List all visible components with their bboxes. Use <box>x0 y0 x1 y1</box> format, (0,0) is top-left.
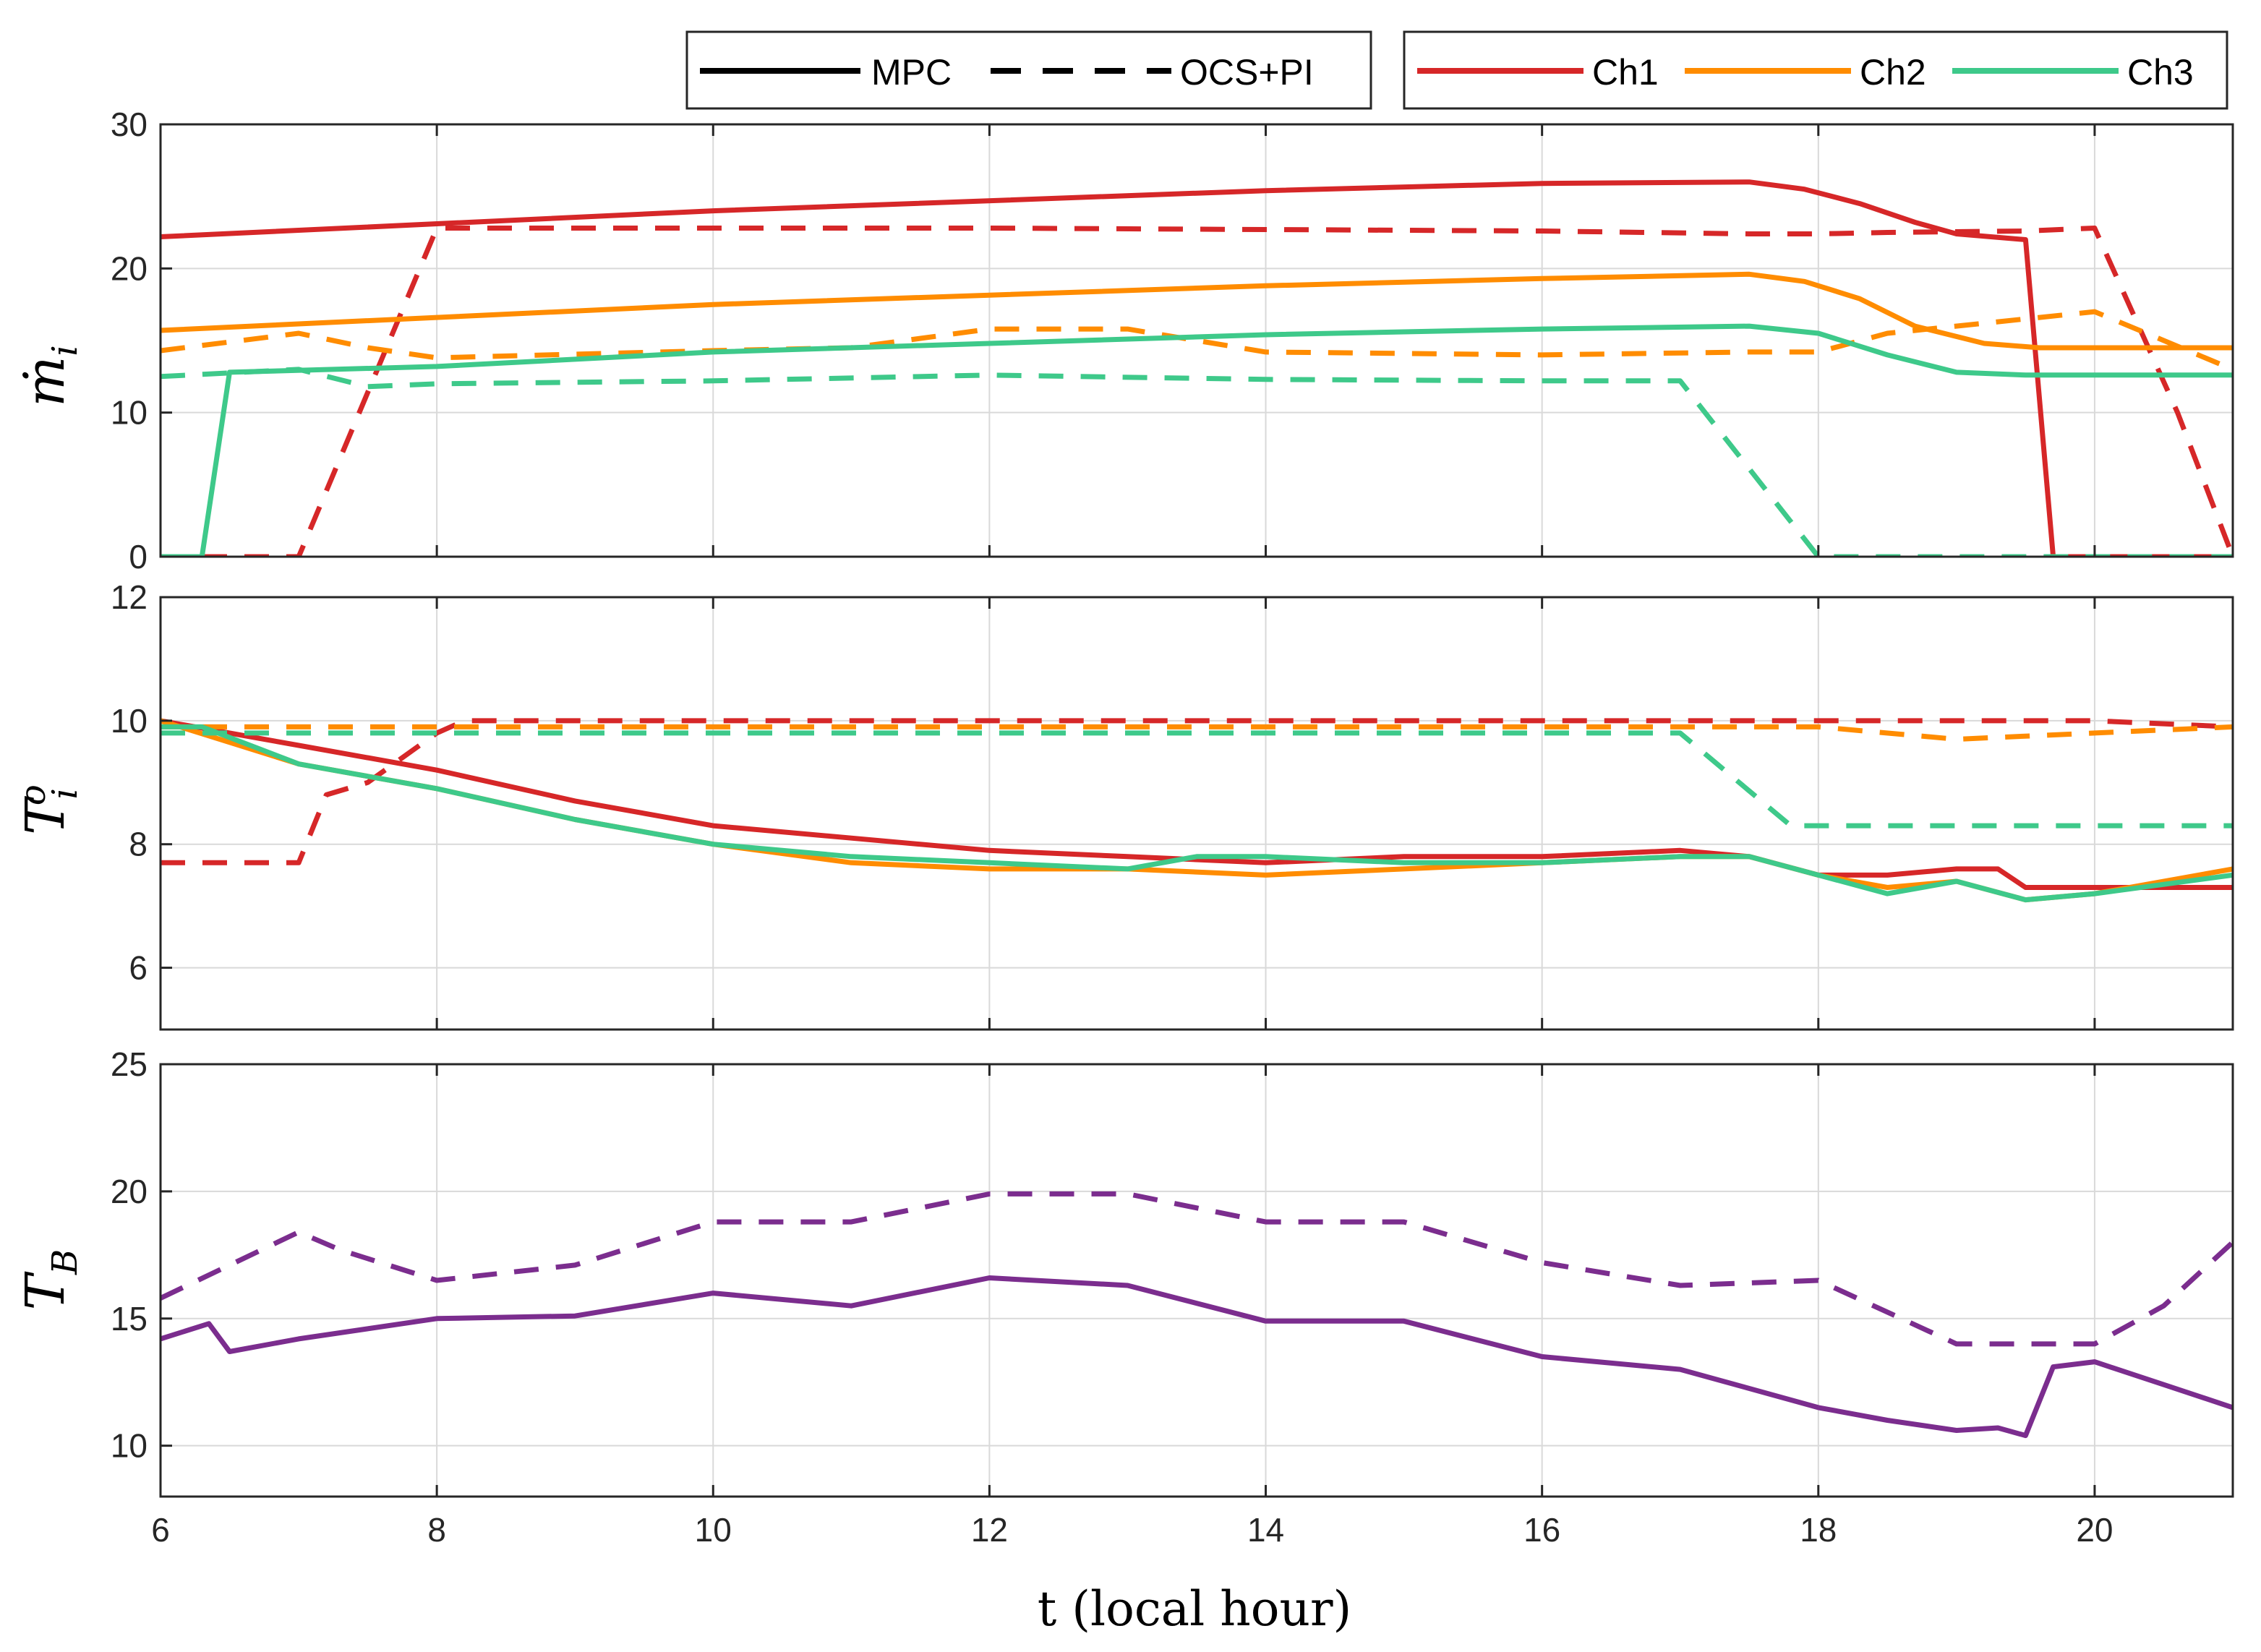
ylabel-building-temp: TB <box>14 1249 85 1311</box>
series-ch2-ocs-pi <box>161 309 2233 372</box>
y-tick-label: 10 <box>111 1427 148 1465</box>
axes-frame <box>159 1063 2234 1498</box>
x-axis-label: t (local hour) <box>1038 1581 1352 1637</box>
y-tick-label: 10 <box>111 702 148 740</box>
series-group <box>161 718 2233 903</box>
subplot-outlet-temp: 6 8 10 12 <box>111 578 2234 1031</box>
legend-label-mpc: MPC <box>871 52 952 93</box>
plot-area <box>161 1064 2233 1497</box>
axes-frame <box>159 123 2234 558</box>
x-tick-label: 12 <box>971 1511 1008 1549</box>
y-tick-label: 10 <box>111 394 148 432</box>
series-ch3-ocs-pi <box>161 367 2233 557</box>
plot-area <box>161 124 2233 557</box>
x-tick-label: 14 <box>1247 1511 1284 1549</box>
ylabel-building-sub: B <box>45 1249 85 1275</box>
y-tick-label: 25 <box>111 1045 148 1083</box>
series-ch1-mpc <box>161 718 2233 890</box>
subplot-panels: 0 10 20 30 6 8 10 12 10 15 20 25 6 8 10 12 14 16 18 20 <box>111 106 2234 1549</box>
ylabel-outlet-main: T <box>14 796 77 835</box>
x-tick-label: 6 <box>151 1511 170 1549</box>
series-group <box>161 179 2233 557</box>
x-tick-label: 10 <box>695 1511 732 1549</box>
series-ocs-pi <box>161 1191 2233 1347</box>
series-ch3-ocs-pi <box>161 730 2233 829</box>
subplot-building-temp: 10 15 20 25 6 8 10 12 14 16 18 20 <box>111 1045 2234 1549</box>
y-tick-label: 6 <box>129 949 148 987</box>
y-tick-label: 0 <box>129 538 148 575</box>
x-tick-label: 18 <box>1800 1511 1837 1549</box>
plot-area <box>161 597 2233 1030</box>
x-tick-label: 8 <box>427 1511 446 1549</box>
y-tick-label: 12 <box>111 578 148 616</box>
svg-text:ṁi: ṁi <box>14 345 85 407</box>
series-ch2-mpc <box>161 271 2233 351</box>
legend-styles: MPC OCS+PI <box>685 30 1372 110</box>
ylabel-flow-main: ṁ <box>14 356 77 407</box>
y-tick-label: 15 <box>111 1300 148 1338</box>
ylabel-outlet-sup: o <box>13 784 54 805</box>
series-mpc <box>161 1275 2233 1439</box>
series-ch1-mpc <box>161 179 2233 557</box>
series-ch1-ocs-pi <box>161 718 2233 865</box>
y-tick-label: 8 <box>129 826 148 863</box>
y-tick-label: 20 <box>111 249 148 287</box>
legend-label-ch3: Ch3 <box>2127 52 2194 93</box>
svg-text:Tio: Tio <box>13 784 85 835</box>
axes-frame <box>159 596 2234 1031</box>
legend-channels: Ch1 Ch2 Ch3 <box>1403 30 2228 110</box>
y-tick-label: 30 <box>111 106 148 143</box>
y-tick-label: 20 <box>111 1173 148 1210</box>
ylabel-outlet-temp: Tio <box>13 784 85 835</box>
x-tick-label: 16 <box>1523 1511 1560 1549</box>
svg-text:TB: TB <box>14 1249 85 1311</box>
subplot-flow: 0 10 20 30 <box>111 106 2234 575</box>
legend-label-ch1: Ch1 <box>1592 52 1659 93</box>
ylabel-flow-sub: i <box>45 345 85 356</box>
series-ch3-mpc <box>161 724 2233 903</box>
x-tick-label: 20 <box>2076 1511 2113 1549</box>
ylabel-building-main: T <box>14 1271 77 1310</box>
legend-label-ch2: Ch2 <box>1860 52 1926 93</box>
series-ch1-ocs-pi <box>161 226 2233 557</box>
ylabel-outlet-sub: i <box>45 788 85 799</box>
series-group <box>161 1191 2233 1439</box>
ylabel-flow: ṁi <box>14 345 85 407</box>
legend-label-ocs-pi: OCS+PI <box>1180 52 1314 93</box>
